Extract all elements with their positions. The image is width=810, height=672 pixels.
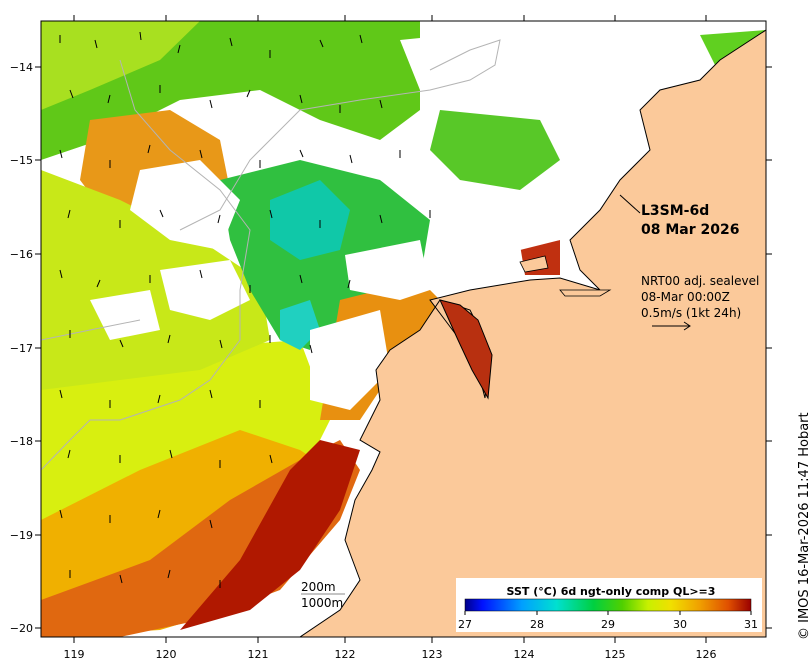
- colorbar: [464, 598, 752, 612]
- product-pointer-line: [619, 194, 641, 214]
- lon-tick-label: 125: [605, 648, 626, 661]
- sst-green-ne: [430, 110, 560, 190]
- credit-text: © IMOS 16-Mar-2026 11:47 Hobart: [797, 412, 810, 640]
- lon-axis: [73, 15, 707, 643]
- depth-label-200m: 200m: [301, 580, 336, 594]
- lon-tick-label: 126: [696, 648, 717, 661]
- lon-tick-label: 120: [156, 648, 177, 661]
- lon-tick-label: 122: [335, 648, 356, 661]
- lat-tick-label: −15: [10, 154, 33, 167]
- current-source: NRT00 adj. sealevel: [641, 274, 759, 288]
- gulf-inlet: [439, 299, 493, 400]
- product-name: L3SM-6d: [641, 203, 709, 219]
- lat-tick-label: −18: [10, 435, 33, 448]
- lon-tick-label: 124: [514, 648, 535, 661]
- colorbar-ticks: [464, 611, 752, 615]
- current-scale-arrow: [652, 321, 691, 331]
- sst-yellow-west: [41, 170, 270, 390]
- colorbar-tick-label: 31: [744, 618, 758, 631]
- sst-darkred-south: [180, 440, 360, 630]
- lon-tick-label: 121: [248, 648, 269, 661]
- lon-tick-label: 123: [422, 648, 443, 661]
- product-date: 08 Mar 2026: [641, 222, 739, 238]
- colorbar-tick-label: 30: [673, 618, 687, 631]
- lat-tick-label: −14: [10, 61, 33, 74]
- lat-tick-label: −19: [10, 529, 33, 542]
- colorbar-tick-label: 27: [458, 618, 472, 631]
- lon-tick-labels: 119 120 121 122 123 124 125 126: [64, 648, 717, 661]
- sst-cyan-center: [270, 180, 350, 260]
- missing-data-gaps: [90, 30, 560, 410]
- map-frame: [40, 20, 767, 638]
- lat-tick-label: −16: [10, 248, 33, 261]
- current-scale: 0.5m/s (1kt 24h): [641, 306, 741, 320]
- colorbar-tick-label: 29: [601, 618, 615, 631]
- lat-tick-labels: −14 −15 −16 −17 −18 −19 −20: [10, 61, 33, 635]
- lat-axis: [35, 66, 772, 629]
- coast-islands: [519, 255, 612, 297]
- current-vectors: [59, 31, 431, 588]
- depth-label-1000m: 1000m: [301, 596, 343, 610]
- lat-tick-label: −20: [10, 622, 33, 635]
- sst-field: [41, 21, 766, 637]
- colorbar-title: SST (°C) 6d ngt-only comp QL>=3: [507, 585, 716, 598]
- lon-tick-label: 119: [64, 648, 85, 661]
- colorbar-tick-label: 28: [530, 618, 544, 631]
- sst-lightgreen-north: [41, 21, 200, 110]
- lat-tick-label: −17: [10, 342, 33, 355]
- current-time: 08-Mar 00:00Z: [641, 290, 730, 304]
- bathymetry-contours: [41, 39, 501, 471]
